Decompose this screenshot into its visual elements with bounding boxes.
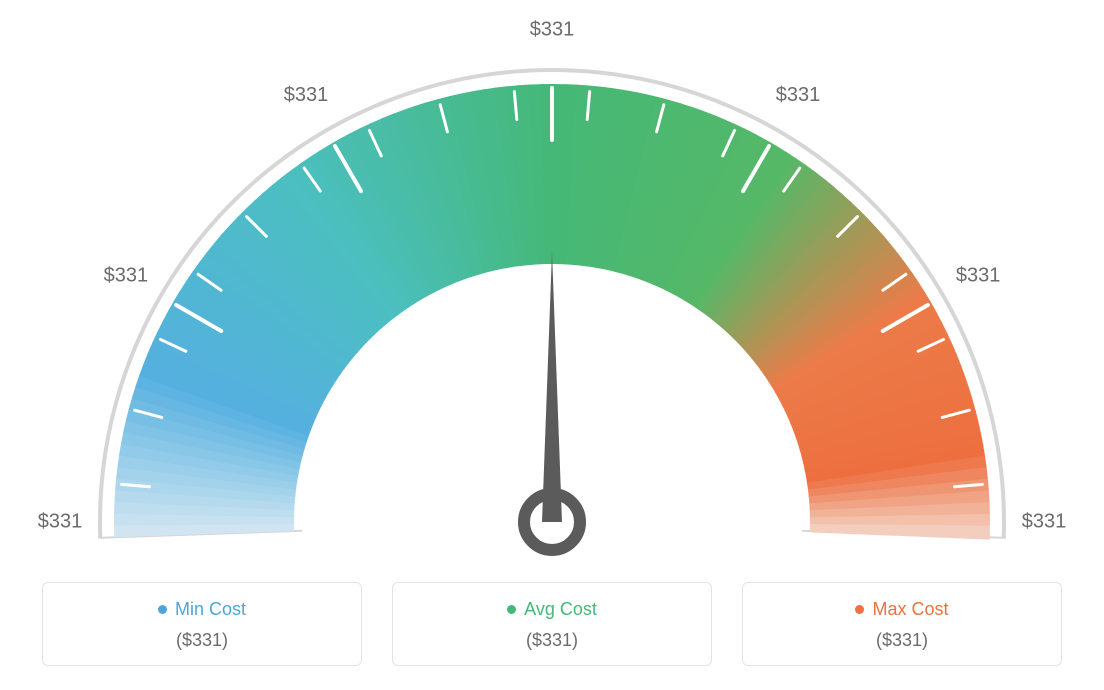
gauge-svg: $331 $331 $331 $331 $331 $331 $331 bbox=[0, 0, 1104, 560]
legend-dot-icon bbox=[507, 605, 516, 614]
legend-card-max: Max Cost ($331) bbox=[742, 582, 1062, 666]
legend-dot-icon bbox=[158, 605, 167, 614]
legend-card-avg: Avg Cost ($331) bbox=[392, 582, 712, 666]
gauge-tick-label: $331 bbox=[38, 510, 83, 532]
gauge-tick-label: $331 bbox=[956, 264, 1001, 286]
gauge-tick-label: $331 bbox=[530, 18, 575, 40]
legend-label: Avg Cost bbox=[524, 599, 597, 620]
gauge-tick-label: $331 bbox=[284, 84, 329, 106]
legend-title: Min Cost bbox=[158, 599, 246, 620]
gauge-tick-label: $331 bbox=[1022, 510, 1067, 532]
legend-value: ($331) bbox=[53, 630, 351, 651]
legend-label: Max Cost bbox=[872, 599, 948, 620]
gauge-tick-label: $331 bbox=[776, 84, 821, 106]
legend-row: Min Cost ($331) Avg Cost ($331) Max Cost ($33… bbox=[0, 582, 1104, 666]
legend-label: Min Cost bbox=[175, 599, 246, 620]
legend-value: ($331) bbox=[753, 630, 1051, 651]
legend-dot-icon bbox=[855, 605, 864, 614]
gauge-needle bbox=[542, 252, 562, 522]
gauge-tick-label: $331 bbox=[104, 264, 149, 286]
cost-gauge: $331 $331 $331 $331 $331 $331 $331 bbox=[0, 0, 1104, 560]
legend-title: Avg Cost bbox=[507, 599, 597, 620]
legend-value: ($331) bbox=[403, 630, 701, 651]
legend-title: Max Cost bbox=[855, 599, 948, 620]
legend-card-min: Min Cost ($331) bbox=[42, 582, 362, 666]
